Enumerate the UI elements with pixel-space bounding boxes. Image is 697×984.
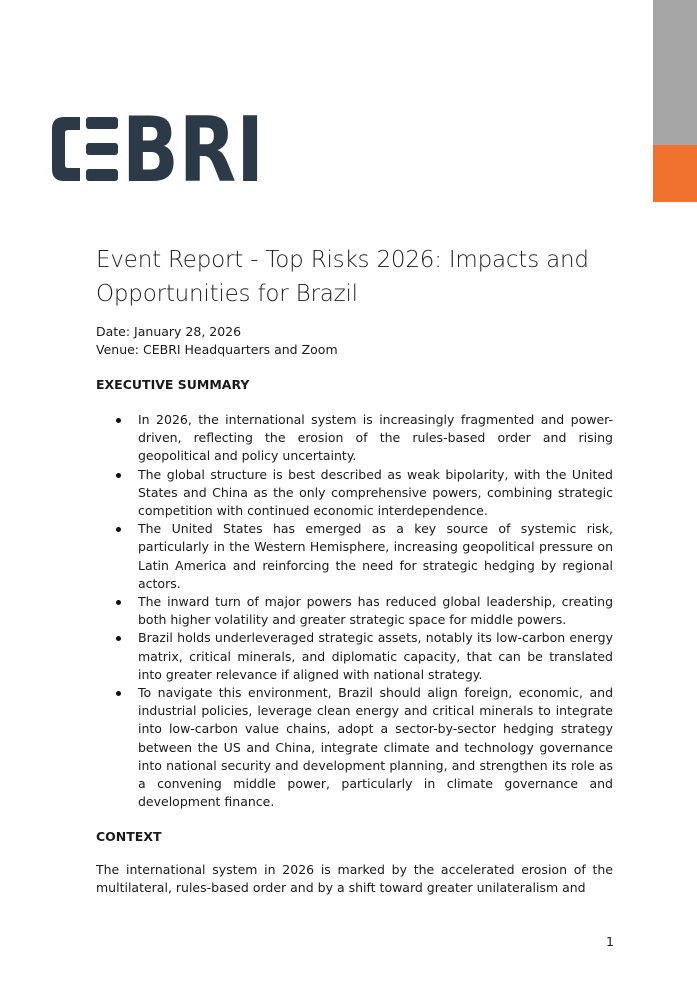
context-heading: CONTEXT (96, 829, 162, 844)
decorative-orange-bar (653, 145, 697, 202)
list-item: The United States has emerged as a key s… (116, 520, 613, 593)
page-number: 1 (606, 934, 614, 949)
list-item: Brazil holds underleveraged strategic as… (116, 629, 613, 684)
page-title: Event Report - Top Risks 2026: Impacts a… (96, 247, 589, 307)
executive-summary-list: In 2026, the international system is inc… (96, 411, 613, 811)
list-item: To navigate this environment, Brazil sho… (116, 684, 613, 811)
executive-summary-heading: EXECUTIVE SUMMARY (96, 377, 250, 392)
list-item: In 2026, the international system is inc… (116, 411, 613, 466)
logo-text: BRI (122, 115, 264, 183)
context-paragraph: The international system in 2026 is mark… (96, 862, 613, 896)
decorative-gray-bar (653, 0, 697, 145)
event-meta: Date: January 28, 2026 Venue: CEBRI Head… (96, 323, 338, 359)
event-date: Date: January 28, 2026 (96, 324, 242, 339)
event-venue: Venue: CEBRI Headquarters and Zoom (96, 342, 338, 357)
cebri-logo: BRI (52, 115, 264, 183)
list-item: The inward turn of major powers has redu… (116, 593, 613, 629)
list-item: The global structure is best described a… (116, 466, 613, 521)
